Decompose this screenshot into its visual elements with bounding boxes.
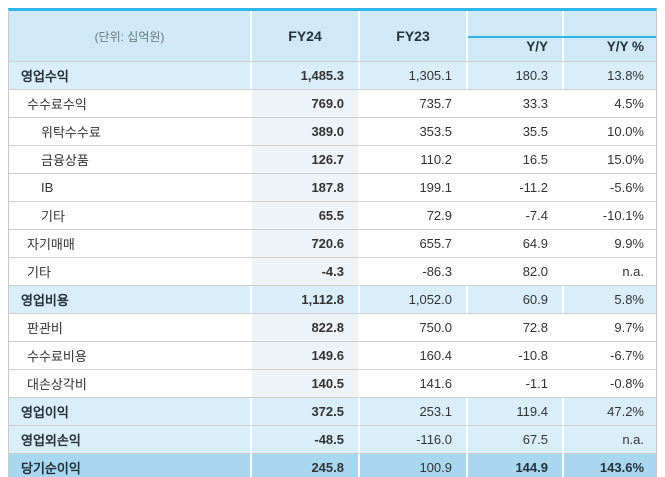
row-label: 기타 xyxy=(41,209,65,224)
table-row: 판관비 822.8 750.0 72.8 9.7% xyxy=(9,313,656,341)
cell-yy-pct: 15.0% xyxy=(562,146,658,173)
cell-fy24: 1,485.3 xyxy=(250,62,358,89)
row-label: 기타 xyxy=(27,265,51,280)
cell-yy-pct: n.a. xyxy=(562,258,658,285)
cell-fy24: -4.3 xyxy=(250,258,358,285)
row-label: 대손상각비 xyxy=(27,377,87,392)
cell-yy-pct: -5.6% xyxy=(562,174,658,201)
cell-fy24: 140.5 xyxy=(250,370,358,397)
cell-fy24: 720.6 xyxy=(250,230,358,257)
table-row: 수수료비용 149.6 160.4 -10.8 -6.7% xyxy=(9,341,656,369)
table-row: 영업비용 1,112.8 1,052.0 60.9 5.8% xyxy=(9,285,656,313)
cell-yy: 72.8 xyxy=(466,314,562,341)
cell-yy: 64.9 xyxy=(466,230,562,257)
row-label: 금융상품 xyxy=(41,153,89,168)
cell-yy-pct: 9.9% xyxy=(562,230,658,257)
table-row: 당기순이익 245.8 100.9 144.9 143.6% xyxy=(9,453,656,477)
cell-yy: 180.3 xyxy=(466,62,562,89)
row-label: 위탁수수료 xyxy=(41,125,101,140)
cell-yy: -11.2 xyxy=(466,174,562,201)
table-row: 영업외손익 -48.5 -116.0 67.5 n.a. xyxy=(9,425,656,453)
cell-fy24: -48.5 xyxy=(250,426,358,453)
cell-yy-pct: 10.0% xyxy=(562,118,658,145)
table-row: 수수료수익 769.0 735.7 33.3 4.5% xyxy=(9,89,656,117)
cell-fy24: 389.0 xyxy=(250,118,358,145)
cell-fy23: 141.6 xyxy=(358,370,466,397)
cell-yy: 67.5 xyxy=(466,426,562,453)
cell-fy23: 72.9 xyxy=(358,202,466,229)
cell-yy: 144.9 xyxy=(466,454,562,477)
table-row: IB 187.8 199.1 -11.2 -5.6% xyxy=(9,173,656,201)
cell-fy23: 750.0 xyxy=(358,314,466,341)
cell-fy23: -116.0 xyxy=(358,426,466,453)
cell-fy23: 353.5 xyxy=(358,118,466,145)
row-label: IB xyxy=(41,180,54,195)
cell-fy24: 126.7 xyxy=(250,146,358,173)
cell-yy-pct: -0.8% xyxy=(562,370,658,397)
table-body: 영업수익 1,485.3 1,305.1 180.3 13.8% 수수료수익 7… xyxy=(9,61,656,477)
cell-yy: 16.5 xyxy=(466,146,562,173)
cell-yy-pct: 143.6% xyxy=(562,454,658,477)
cell-yy-pct: n.a. xyxy=(562,426,658,453)
row-label: 수수료비용 xyxy=(27,349,87,364)
cell-yy: 35.5 xyxy=(466,118,562,145)
cell-fy23: 655.7 xyxy=(358,230,466,257)
row-label: 수수료수익 xyxy=(27,97,87,112)
cell-yy-pct: -6.7% xyxy=(562,342,658,369)
table-row: 영업수익 1,485.3 1,305.1 180.3 13.8% xyxy=(9,61,656,89)
cell-yy: 82.0 xyxy=(466,258,562,285)
row-label: 자기매매 xyxy=(27,237,75,252)
cell-fy23: 199.1 xyxy=(358,174,466,201)
table-row: 기타 65.5 72.9 -7.4 -10.1% xyxy=(9,201,656,229)
row-label: 영업외손익 xyxy=(21,433,81,448)
row-label: 영업수익 xyxy=(21,69,69,84)
cell-fy23: -86.3 xyxy=(358,258,466,285)
cell-fy23: 253.1 xyxy=(358,398,466,425)
cell-yy: -10.8 xyxy=(466,342,562,369)
financial-table: (단위: 십억원) FY24 FY23 Y/Y Y/Y % 영업수익 1,485… xyxy=(8,8,657,477)
cell-fy23: 100.9 xyxy=(358,454,466,477)
table-row: 대손상각비 140.5 141.6 -1.1 -0.8% xyxy=(9,369,656,397)
cell-fy24: 245.8 xyxy=(250,454,358,477)
cell-fy24: 372.5 xyxy=(250,398,358,425)
cell-fy24: 65.5 xyxy=(250,202,358,229)
cell-yy-pct: 4.5% xyxy=(562,90,658,117)
unit-label: (단위: 십억원) xyxy=(94,29,165,44)
cell-yy-pct: 5.8% xyxy=(562,286,658,313)
cell-fy24: 822.8 xyxy=(250,314,358,341)
cell-yy: 33.3 xyxy=(466,90,562,117)
cell-fy23: 735.7 xyxy=(358,90,466,117)
row-label: 영업비용 xyxy=(21,293,69,308)
cell-yy: -7.4 xyxy=(466,202,562,229)
cell-fy23: 160.4 xyxy=(358,342,466,369)
cell-fy23: 1,052.0 xyxy=(358,286,466,313)
cell-fy24: 187.8 xyxy=(250,174,358,201)
row-label: 영업이익 xyxy=(21,405,69,420)
yy-accent-rule xyxy=(466,36,656,38)
column-header-fy24: FY24 xyxy=(250,11,358,61)
table-row: 자기매매 720.6 655.7 64.9 9.9% xyxy=(9,229,656,257)
cell-fy23: 1,305.1 xyxy=(358,62,466,89)
cell-yy-pct: -10.1% xyxy=(562,202,658,229)
cell-yy: -1.1 xyxy=(466,370,562,397)
row-label: 당기순이익 xyxy=(21,461,81,476)
cell-yy: 60.9 xyxy=(466,286,562,313)
table-row: 위탁수수료 389.0 353.5 35.5 10.0% xyxy=(9,117,656,145)
cell-fy23: 110.2 xyxy=(358,146,466,173)
cell-fy24: 769.0 xyxy=(250,90,358,117)
cell-yy-pct: 9.7% xyxy=(562,314,658,341)
table-row: 기타 -4.3 -86.3 82.0 n.a. xyxy=(9,257,656,285)
table-row: 영업이익 372.5 253.1 119.4 47.2% xyxy=(9,397,656,425)
cell-yy: 119.4 xyxy=(466,398,562,425)
cell-yy-pct: 47.2% xyxy=(562,398,658,425)
table-row: 금융상품 126.7 110.2 16.5 15.0% xyxy=(9,145,656,173)
table-header-row: (단위: 십억원) FY24 FY23 Y/Y Y/Y % xyxy=(9,11,656,61)
row-label: 판관비 xyxy=(27,321,63,336)
cell-fy24: 1,112.8 xyxy=(250,286,358,313)
cell-yy-pct: 13.8% xyxy=(562,62,658,89)
column-header-fy23: FY23 xyxy=(358,11,466,61)
cell-fy24: 149.6 xyxy=(250,342,358,369)
